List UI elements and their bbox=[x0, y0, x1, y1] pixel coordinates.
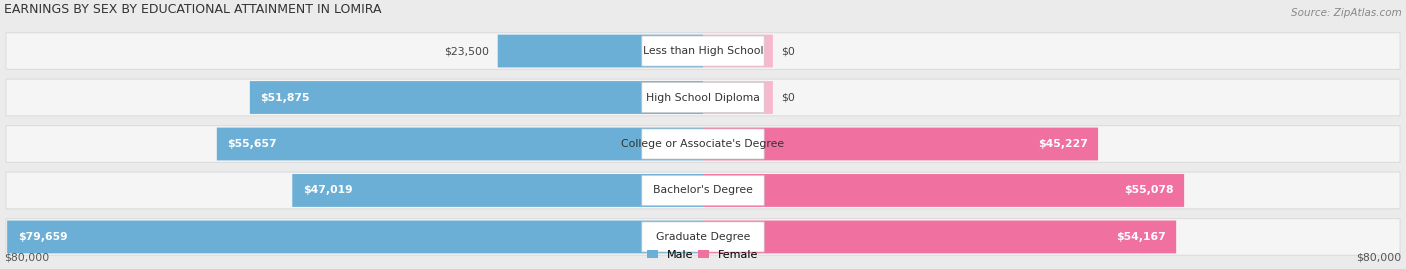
Text: Less than High School: Less than High School bbox=[643, 46, 763, 56]
Text: Graduate Degree: Graduate Degree bbox=[655, 232, 751, 242]
FancyBboxPatch shape bbox=[7, 221, 703, 253]
FancyBboxPatch shape bbox=[643, 222, 763, 252]
FancyBboxPatch shape bbox=[6, 126, 1400, 162]
Text: $55,078: $55,078 bbox=[1125, 185, 1174, 196]
FancyBboxPatch shape bbox=[643, 129, 763, 159]
FancyBboxPatch shape bbox=[643, 36, 763, 66]
FancyBboxPatch shape bbox=[703, 128, 1098, 160]
Text: Bachelor's Degree: Bachelor's Degree bbox=[652, 185, 754, 196]
FancyBboxPatch shape bbox=[292, 174, 703, 207]
Text: $0: $0 bbox=[782, 46, 796, 56]
FancyBboxPatch shape bbox=[643, 175, 763, 206]
Text: Source: ZipAtlas.com: Source: ZipAtlas.com bbox=[1291, 8, 1402, 18]
FancyBboxPatch shape bbox=[217, 128, 703, 160]
Text: $80,000: $80,000 bbox=[1357, 253, 1402, 263]
FancyBboxPatch shape bbox=[643, 83, 763, 112]
Text: $23,500: $23,500 bbox=[444, 46, 489, 56]
FancyBboxPatch shape bbox=[6, 33, 1400, 69]
Text: $51,875: $51,875 bbox=[260, 93, 309, 102]
Text: $45,227: $45,227 bbox=[1038, 139, 1088, 149]
FancyBboxPatch shape bbox=[498, 35, 703, 68]
Text: $79,659: $79,659 bbox=[18, 232, 67, 242]
FancyBboxPatch shape bbox=[703, 174, 1184, 207]
Text: $80,000: $80,000 bbox=[4, 253, 49, 263]
FancyBboxPatch shape bbox=[6, 79, 1400, 116]
Text: High School Diploma: High School Diploma bbox=[647, 93, 759, 102]
FancyBboxPatch shape bbox=[703, 81, 773, 114]
Text: EARNINGS BY SEX BY EDUCATIONAL ATTAINMENT IN LOMIRA: EARNINGS BY SEX BY EDUCATIONAL ATTAINMEN… bbox=[4, 3, 381, 16]
FancyBboxPatch shape bbox=[703, 35, 773, 68]
Text: $55,657: $55,657 bbox=[228, 139, 277, 149]
FancyBboxPatch shape bbox=[6, 219, 1400, 255]
FancyBboxPatch shape bbox=[250, 81, 703, 114]
Text: $0: $0 bbox=[782, 93, 796, 102]
FancyBboxPatch shape bbox=[703, 221, 1177, 253]
Text: College or Associate's Degree: College or Associate's Degree bbox=[621, 139, 785, 149]
Text: $47,019: $47,019 bbox=[302, 185, 353, 196]
Text: $54,167: $54,167 bbox=[1116, 232, 1166, 242]
FancyBboxPatch shape bbox=[6, 172, 1400, 209]
Legend: Male, Female: Male, Female bbox=[643, 245, 763, 264]
